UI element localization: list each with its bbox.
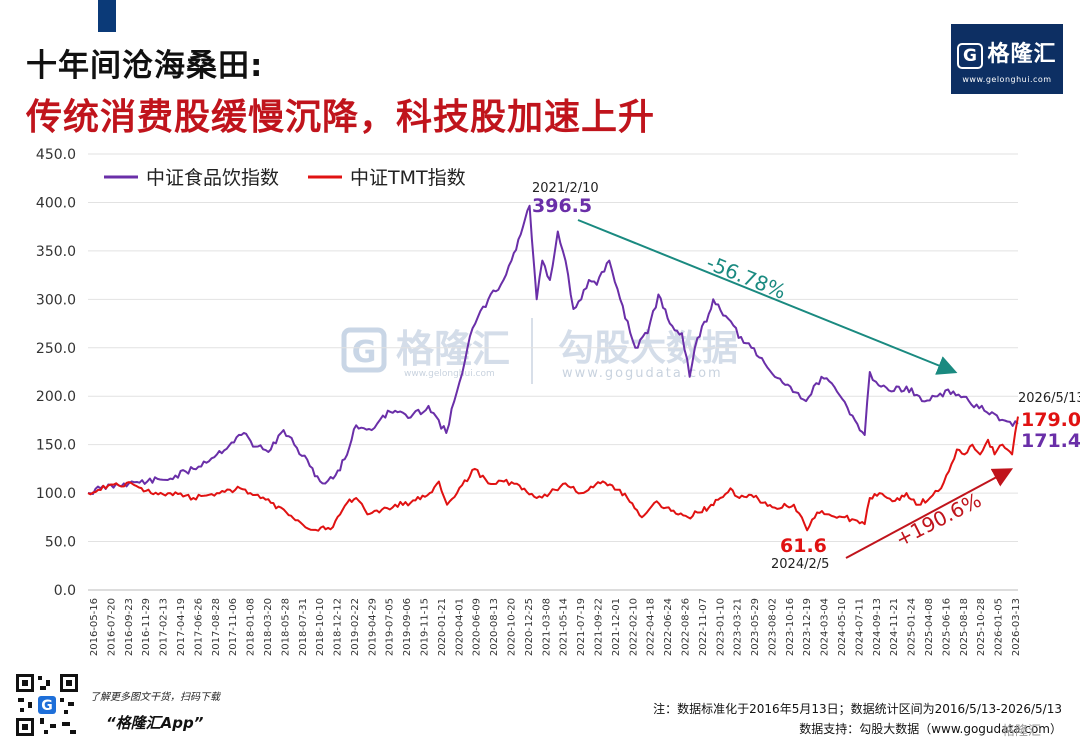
- x-tick-label: 2016-09-23: [124, 598, 135, 656]
- decline-arrow: [577, 219, 958, 375]
- x-tick-label: 2022-06-24: [663, 598, 674, 656]
- x-tick-label: 2022-08-26: [680, 598, 691, 656]
- x-tick-label: 2020-06-09: [472, 598, 483, 656]
- logo-url: www.gelonghui.com: [962, 75, 1052, 84]
- qr-code-icon: G: [14, 672, 80, 738]
- x-tick-label: 2018-01-08: [246, 598, 257, 656]
- x-tick-label: 2020-04-01: [454, 598, 465, 656]
- x-tick-label: 2023-01-10: [715, 598, 726, 656]
- x-tick-label: 2022-02-10: [628, 598, 639, 656]
- x-tick-label: 2024-11-21: [889, 598, 900, 656]
- x-tick-label: 2018-07-31: [298, 598, 309, 656]
- x-tick-label: 2024-05-10: [837, 598, 848, 656]
- y-tick-label: 200.0: [36, 389, 76, 405]
- watermark-brand1-url: www.gelonghui.com: [404, 369, 495, 379]
- y-tick-label: 100.0: [36, 486, 76, 502]
- x-tick-label: 2025-08-18: [959, 598, 970, 656]
- decline-percent-label: -56.78%: [703, 250, 789, 304]
- x-tick-label: 2020-08-13: [489, 598, 500, 656]
- y-tick-label: 0.0: [54, 583, 76, 599]
- x-tick-label: 2019-04-29: [367, 598, 378, 656]
- y-tick-label: 50.0: [45, 535, 76, 551]
- x-tick-label: 2023-08-02: [767, 598, 778, 656]
- x-tick-label: 2020-12-25: [524, 598, 535, 656]
- brand-logo: G 格隆汇 www.gelonghui.com: [951, 24, 1063, 94]
- trough-value-label: 61.6: [780, 535, 827, 557]
- x-tick-label: 2022-04-18: [646, 598, 657, 656]
- x-tick-label: 2021-09-22: [593, 598, 604, 656]
- x-tick-label: 2017-08-28: [211, 598, 222, 656]
- x-tick-label: 2016-07-20: [106, 598, 117, 656]
- page-title: 十年间沧海桑田:: [26, 48, 264, 84]
- qr-caption: 了解更多图文干货，扫码下载: [90, 692, 220, 703]
- x-tick-label: 2024-07-11: [854, 598, 865, 656]
- x-tick-label: 2025-10-28: [976, 598, 987, 656]
- x-tick-label: 2016-11-29: [141, 598, 152, 656]
- qr-app-name: “格隆汇App”: [106, 714, 204, 732]
- end-date-label: 2026/5/13: [1018, 391, 1080, 406]
- peak-date-label: 2021/2/10: [532, 181, 599, 196]
- y-tick-label: 250.0: [36, 341, 76, 357]
- x-tick-label: 2025-04-08: [924, 598, 935, 656]
- x-tick-label: 2016-05-16: [89, 598, 100, 656]
- legend-label-2: 中证TMT指数: [350, 167, 466, 189]
- x-tick-label: 2020-01-21: [437, 598, 448, 656]
- chart-note: 注：数据标准化于2016年5月13日；数据统计区间为2016/5/13-2026…: [653, 702, 1062, 716]
- rise-arrow: [845, 468, 1014, 559]
- top-accent-bar: [98, 0, 116, 32]
- watermark-brand2-url: www.gogudata.com: [562, 366, 723, 381]
- x-tick-label: 2020-10-20: [507, 598, 518, 656]
- series-line-1: [87, 204, 1019, 495]
- corner-watermark: 格隆汇: [1002, 724, 1042, 739]
- watermark-brand1: 格隆汇: [396, 327, 510, 371]
- x-tick-label: 2019-07-05: [385, 598, 396, 656]
- data-source-note: 数据支持：勾股大数据（www.gogudata.com）: [799, 722, 1062, 736]
- x-tick-label: 2018-10-10: [315, 598, 326, 656]
- logo-g-icon: G: [957, 43, 984, 69]
- legend-label-1: 中证食品饮指数: [146, 167, 279, 189]
- x-tick-label: 2021-05-14: [559, 598, 570, 656]
- peak-value-label: 396.5: [532, 195, 592, 217]
- x-tick-label: 2023-10-16: [785, 598, 796, 656]
- x-tick-label: 2019-02-22: [350, 598, 361, 656]
- x-tick-label: 2023-03-21: [733, 598, 744, 656]
- x-tick-label: 2022-11-07: [698, 598, 709, 656]
- y-tick-label: 150.0: [36, 438, 76, 454]
- x-tick-label: 2018-03-20: [263, 598, 274, 656]
- x-tick-label: 2025-01-24: [907, 598, 918, 656]
- svg-text:G: G: [41, 698, 53, 714]
- x-tick-label: 2026-01-05: [994, 598, 1005, 656]
- x-tick-label: 2017-02-13: [159, 598, 170, 656]
- watermark-logo-icon: [341, 327, 387, 373]
- x-tick-label: 2026-03-13: [1011, 598, 1022, 656]
- end-value-food-label: 171.4: [1021, 430, 1080, 452]
- x-tick-label: 2021-07-19: [576, 598, 587, 656]
- x-tick-label: 2023-05-29: [750, 598, 761, 656]
- page-subtitle: 传统消费股缓慢沉降，科技股加速上升: [26, 97, 656, 138]
- trough-date-label: 2024/2/5: [771, 557, 829, 572]
- end-value-tmt-label: 179.0: [1021, 409, 1080, 431]
- y-tick-label: 400.0: [36, 195, 76, 211]
- x-tick-label: 2019-09-06: [402, 598, 413, 656]
- x-tick-label: 2021-12-01: [611, 598, 622, 656]
- x-tick-label: 2021-03-08: [541, 598, 552, 656]
- x-tick-label: 2024-03-04: [820, 598, 831, 656]
- x-tick-label: 2023-12-19: [802, 598, 813, 656]
- logo-name: 格隆汇: [987, 42, 1057, 67]
- x-tick-label: 2024-09-13: [872, 598, 883, 656]
- x-tick-label: 2025-06-16: [941, 598, 952, 656]
- series-line-2: [87, 416, 1019, 532]
- x-tick-label: 2018-05-28: [280, 598, 291, 656]
- watermark-logo-letter: G: [352, 335, 377, 370]
- y-tick-label: 350.0: [36, 244, 76, 260]
- x-tick-label: 2017-06-26: [193, 598, 204, 656]
- y-tick-label: 450.0: [36, 147, 76, 163]
- x-tick-label: 2017-04-19: [176, 598, 187, 656]
- x-tick-label: 2017-11-06: [228, 598, 239, 656]
- x-tick-label: 2019-11-15: [420, 598, 431, 656]
- x-tick-label: 2018-12-12: [333, 598, 344, 656]
- watermark-brand2: 勾股大数据: [558, 328, 738, 369]
- y-tick-label: 300.0: [36, 292, 76, 308]
